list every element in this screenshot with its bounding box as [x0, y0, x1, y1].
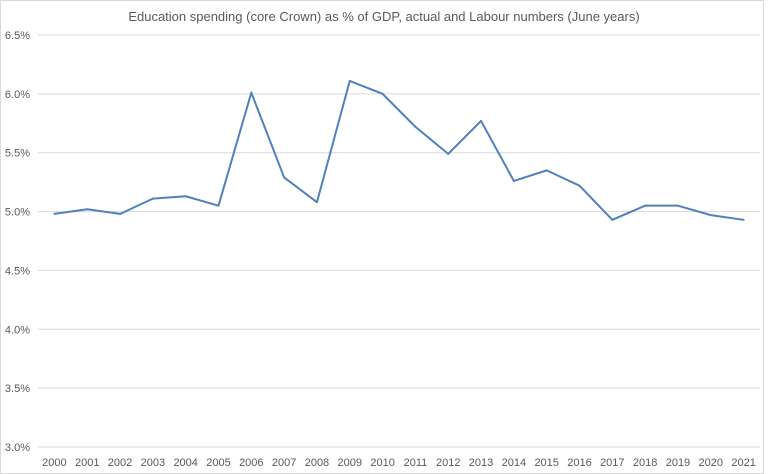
- y-tick-label: 6.5%: [5, 30, 30, 42]
- y-tick-label: 3.5%: [5, 383, 30, 395]
- data-point-2016: [578, 184, 581, 187]
- x-tick-label: 2008: [305, 457, 329, 469]
- y-tick-label: 5.0%: [5, 207, 30, 219]
- data-point-2006: [250, 91, 253, 94]
- data-point-2009: [348, 79, 351, 82]
- x-tick-label: 2011: [404, 457, 428, 469]
- data-point-2014: [512, 179, 515, 182]
- x-tick-label: 2016: [567, 457, 591, 469]
- x-tick-label: 2007: [272, 457, 296, 469]
- y-tick-label: 5.5%: [5, 148, 30, 160]
- data-point-2003: [151, 197, 154, 200]
- data-point-2010: [381, 92, 384, 95]
- data-point-2004: [184, 195, 187, 198]
- data-point-2007: [283, 176, 286, 179]
- y-tick-label: 6.0%: [5, 89, 30, 101]
- data-point-2005: [217, 204, 220, 207]
- x-tick-label: 2021: [731, 457, 755, 469]
- data-point-2011: [414, 125, 417, 128]
- data-point-2013: [480, 119, 483, 122]
- y-tick-label: 3.0%: [5, 442, 30, 454]
- data-point-2012: [447, 152, 450, 155]
- x-tick-label: 2017: [600, 457, 624, 469]
- data-point-2001: [86, 208, 89, 211]
- data-point-2018: [644, 204, 647, 207]
- x-tick-label: 2002: [108, 457, 132, 469]
- series-line: [54, 79, 744, 221]
- x-tick-label: 2018: [633, 457, 657, 469]
- x-tick-label: 2009: [338, 457, 362, 469]
- x-tick-label: 2012: [436, 457, 460, 469]
- y-tick-label: 4.5%: [5, 265, 30, 277]
- x-tick-label: 2019: [666, 457, 690, 469]
- data-point-2017: [611, 218, 614, 221]
- chart-title: Education spending (core Crown) as % of …: [128, 9, 639, 24]
- x-tick-label: 2015: [534, 457, 558, 469]
- x-tick-label: 2006: [239, 457, 263, 469]
- data-point-2008: [315, 201, 318, 204]
- x-tick-label: 2000: [42, 457, 66, 469]
- y-tick-label: 4.0%: [5, 324, 30, 336]
- data-point-2002: [119, 212, 122, 215]
- data-point-2015: [545, 169, 548, 172]
- x-tick-label: 2010: [370, 457, 394, 469]
- x-tick-label: 2013: [469, 457, 493, 469]
- data-point-2021: [742, 218, 745, 221]
- data-point-2000: [53, 212, 56, 215]
- data-point-2020: [709, 214, 712, 217]
- x-tick-label: 2014: [502, 457, 526, 469]
- x-tick-label: 2005: [206, 457, 230, 469]
- x-tick-label: 2001: [75, 457, 99, 469]
- x-tick-label: 2020: [699, 457, 723, 469]
- x-tick-label: 2003: [141, 457, 165, 469]
- x-tick-label: 2004: [173, 457, 197, 469]
- data-point-2019: [676, 204, 679, 207]
